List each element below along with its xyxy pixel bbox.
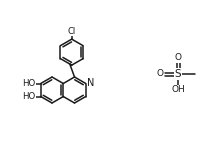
Text: HO: HO	[22, 92, 35, 101]
Text: O: O	[174, 53, 181, 63]
Text: N: N	[87, 79, 95, 88]
Text: OH: OH	[171, 86, 185, 94]
Text: O: O	[157, 69, 164, 79]
Text: HO: HO	[22, 79, 35, 88]
Text: Cl: Cl	[68, 27, 76, 36]
Text: S: S	[175, 69, 181, 79]
